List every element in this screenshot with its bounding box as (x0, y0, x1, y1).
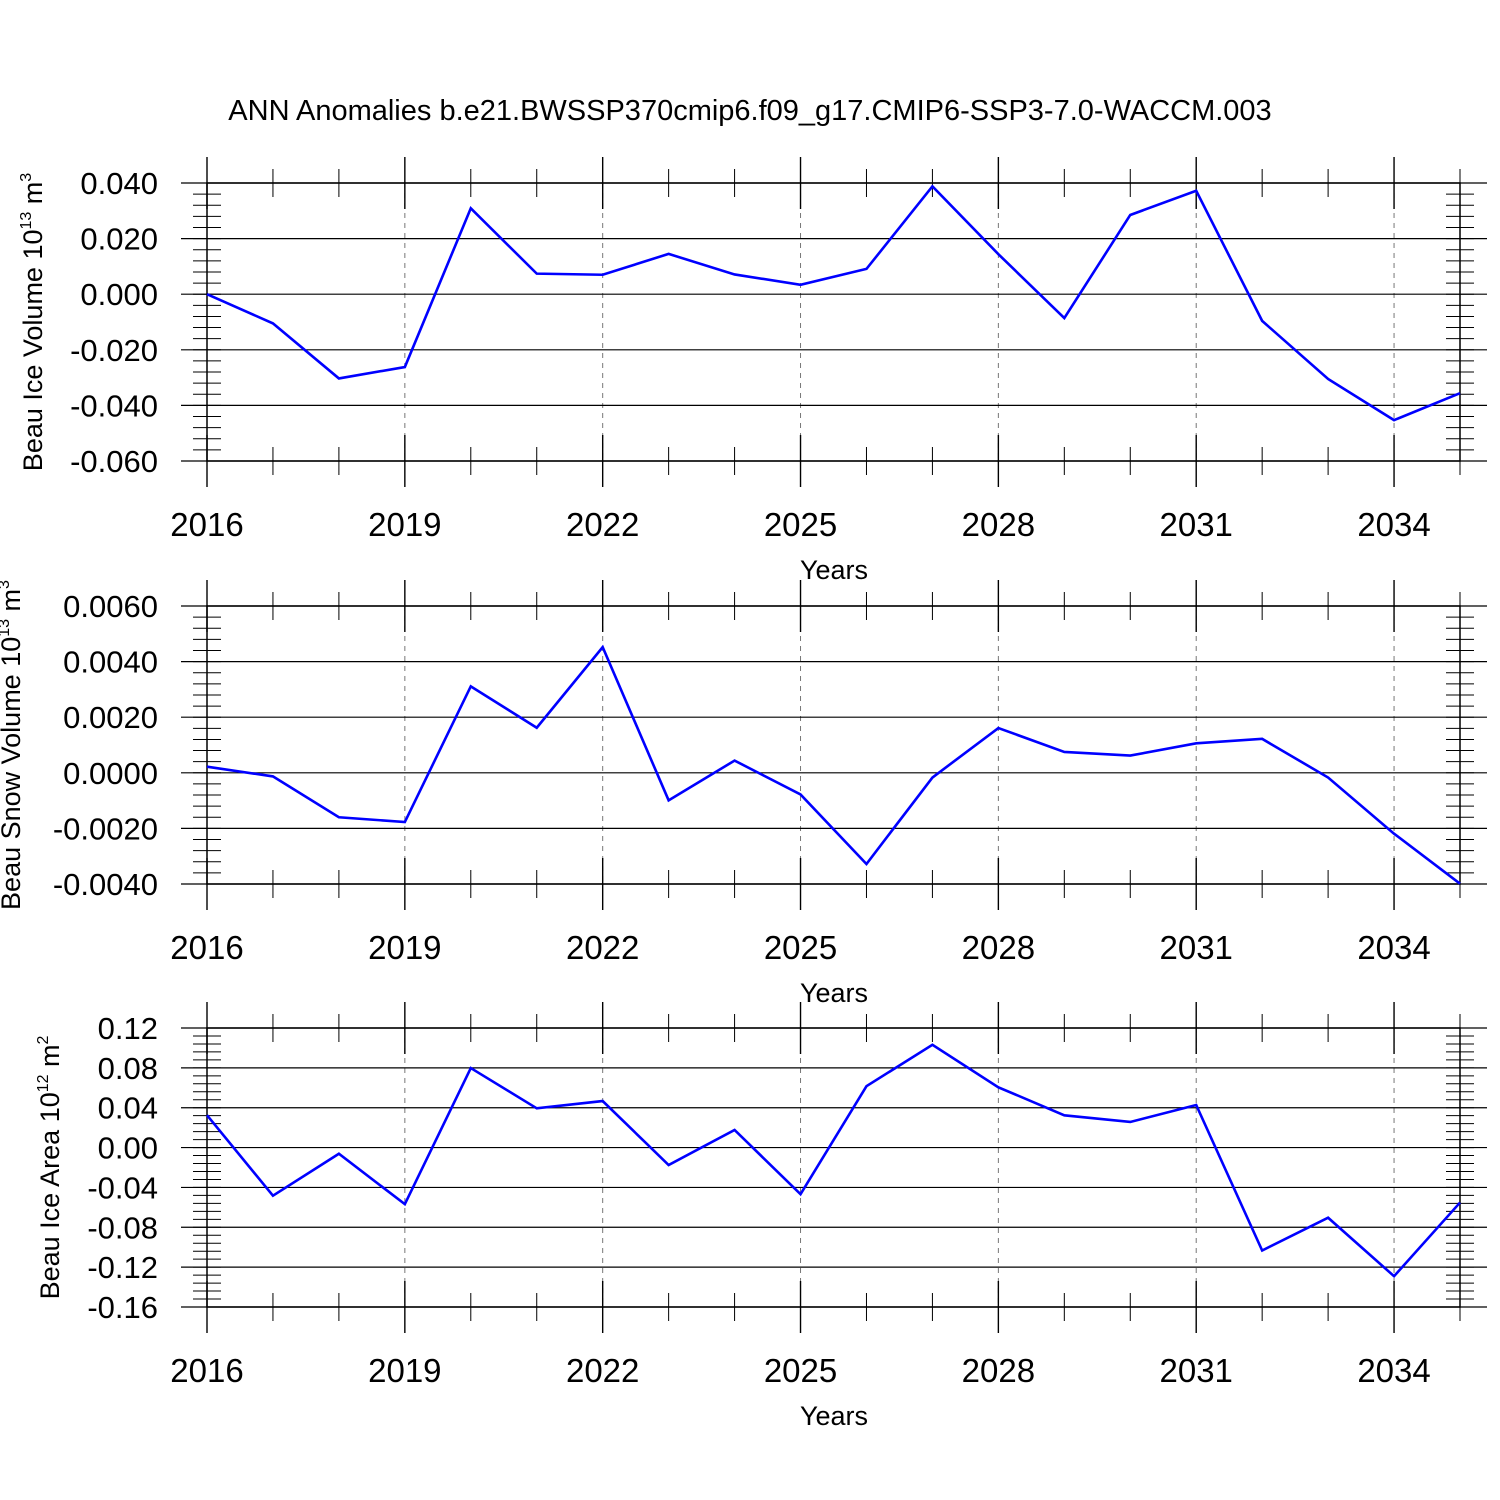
y-tick-label: -0.060 (70, 444, 158, 479)
y-tick-label: 0.04 (98, 1091, 158, 1126)
series-line (205, 1043, 1461, 1279)
plot-frame (206, 182, 1461, 462)
y-tick-label: -0.16 (87, 1290, 158, 1325)
panel-2: 0.0060 0.0040 0.0020 0.0000 -0.0020 -0.0040 20… (0, 580, 1487, 1008)
x-tick-label: 2025 (764, 929, 837, 966)
panel-3: 0.12 0.08 0.04 0.00 -0.04 -0.08 -0.12 -0.16 2016… (35, 1002, 1487, 1431)
panel-1: 0.040 0.020 0.000 -0.020 -0.040 -0.060 2016 201… (18, 157, 1487, 585)
y-tick-label: -0.0020 (53, 811, 158, 846)
y-tick-label: 0.0020 (63, 700, 158, 735)
plot-frame (206, 605, 1461, 885)
y-tick-label: 0.020 (80, 222, 158, 257)
x-tick-label: 2031 (1159, 1352, 1232, 1389)
y-tick-label: -0.04 (87, 1170, 158, 1205)
x-tick-label: 2031 (1159, 506, 1232, 543)
x-tick-label: 2019 (368, 929, 441, 966)
x-tick-label: 2022 (566, 506, 639, 543)
x-tick-label: 2019 (368, 1352, 441, 1389)
plot-frame (206, 1027, 1461, 1308)
panels: 0.040 0.020 0.000 -0.020 -0.040 -0.060 2016 201… (0, 157, 1487, 1431)
x-tick-label: 2025 (764, 1352, 837, 1389)
y-tick-label: -0.12 (87, 1250, 158, 1285)
y-tick-label: 0.000 (80, 277, 158, 312)
x-tick-label: 2031 (1159, 929, 1232, 966)
x-tick-label: 2028 (962, 506, 1035, 543)
x-tick-label: 2022 (566, 929, 639, 966)
x-axis-label: Years (800, 555, 868, 585)
y-tick-label: -0.040 (70, 388, 158, 423)
series-line (206, 644, 1461, 885)
x-tick-label: 2034 (1357, 1352, 1430, 1389)
x-tick-label: 2034 (1357, 929, 1430, 966)
x-tick-label: 2028 (962, 1352, 1035, 1389)
y-axis-label: Beau Ice Volume 1013 m3 (18, 173, 48, 471)
y-tick-label: 0.0060 (63, 589, 158, 624)
y-tick-label: 0.0000 (63, 756, 158, 791)
x-tick-label: 2025 (764, 506, 837, 543)
x-tick-label: 2022 (566, 1352, 639, 1389)
y-tick-label: -0.0040 (53, 867, 158, 902)
x-tick-label: 2016 (170, 506, 243, 543)
x-tick-label: 2028 (962, 929, 1035, 966)
x-axis-label: Years (800, 978, 868, 1008)
figure-title: ANN Anomalies b.e21.BWSSP370cmip6.f09_g1… (228, 95, 1271, 127)
y-tick-label: 0.0040 (63, 645, 158, 680)
x-tick-label: 2019 (368, 506, 441, 543)
y-tick-label: -0.08 (87, 1210, 158, 1245)
x-axis-label: Years (800, 1401, 868, 1431)
x-tick-label: 2034 (1357, 506, 1430, 543)
y-tick-label: -0.020 (70, 333, 158, 368)
y-tick-label: 0.12 (98, 1011, 158, 1046)
x-tick-label: 2016 (170, 929, 243, 966)
y-tick-label: 0.08 (98, 1051, 158, 1086)
y-axis-label: Beau Snow Volume 1013 m3 (0, 580, 26, 910)
x-tick-label: 2016 (170, 1352, 243, 1389)
series-line (206, 184, 1461, 422)
y-tick-label: 0.00 (98, 1131, 158, 1166)
y-axis-label: Beau Ice Area 1012 m2 (35, 1035, 65, 1299)
y-tick-label: 0.040 (80, 166, 158, 201)
